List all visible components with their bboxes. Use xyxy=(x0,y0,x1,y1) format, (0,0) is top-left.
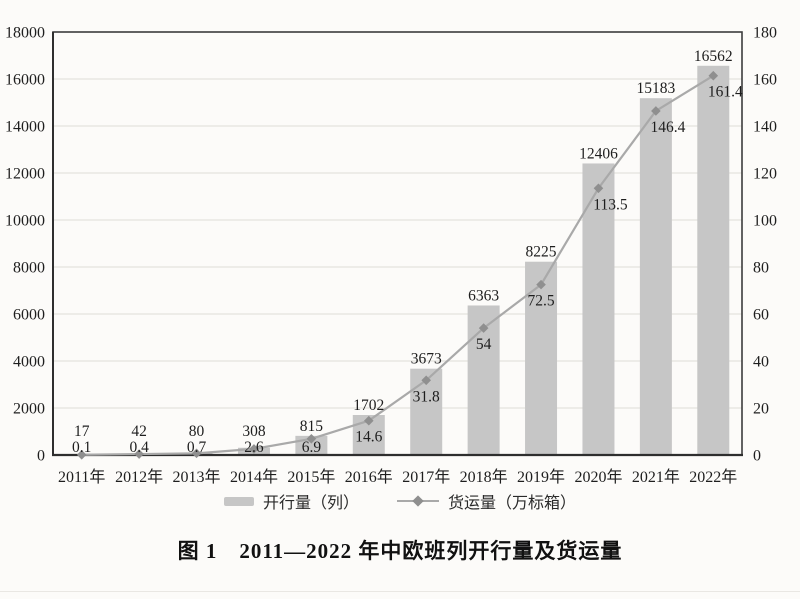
bar-value-label: 815 xyxy=(300,418,324,435)
bar-value-label: 1702 xyxy=(353,397,384,414)
chart-legend: 开行量（列） 货运量（万标箱） xyxy=(0,489,800,513)
right-axis-tick-label: 180 xyxy=(753,25,777,42)
legend-item-bar: 开行量（列） xyxy=(223,489,359,513)
line-series xyxy=(76,70,719,460)
legend-bar-label: 开行量（列） xyxy=(262,495,359,512)
line-value-label: 2.6 xyxy=(244,439,264,456)
left-axis-tick-label: 12000 xyxy=(5,166,45,183)
legend-line-label: 货运量（万标箱） xyxy=(448,495,577,512)
bar-value-label: 16562 xyxy=(694,48,733,65)
bar xyxy=(525,261,558,455)
line-value-label: 113.5 xyxy=(593,196,628,213)
x-axis-category-label: 2014年 xyxy=(230,468,278,486)
x-axis-category-label: 2016年 xyxy=(345,468,393,486)
right-axis-tick-label: 60 xyxy=(753,307,769,324)
x-axis-category-label: 2020年 xyxy=(574,468,622,486)
left-axis-tick-label: 18000 xyxy=(5,25,45,42)
page-bottom-rule xyxy=(0,591,800,592)
figure-title: 2011—2022 年中欧班列开行量及货运量 xyxy=(239,539,623,563)
right-axis-tick-label: 40 xyxy=(753,354,769,371)
figure-number: 图 1 xyxy=(177,539,218,563)
x-axis-category-label: 2022年 xyxy=(689,468,737,486)
line-value-label: 0.7 xyxy=(187,439,207,456)
bar-swatch-icon xyxy=(223,496,254,506)
left-axis-tick-label: 4000 xyxy=(13,354,45,371)
diamond-marker xyxy=(536,279,546,290)
diamond-marker xyxy=(421,375,432,386)
x-axis-category-label: 2013年 xyxy=(173,468,221,486)
x-axis-category-label: 2021年 xyxy=(632,468,680,486)
right-axis-tick-label: 120 xyxy=(753,166,777,183)
line-value-label: 0.1 xyxy=(72,439,91,456)
bar xyxy=(639,98,672,456)
diamond-marker xyxy=(249,444,259,454)
right-axis-tick-label: 100 xyxy=(753,213,777,230)
gridlines xyxy=(53,78,742,409)
x-axis-category-label: 2018年 xyxy=(460,468,508,486)
axis-labels: 0 2000 4000 6000 8000 10000 12000 14000 16000 180… xyxy=(5,25,777,487)
diamond-marker xyxy=(76,449,87,460)
legend-item-line: 货运量（万标箱） xyxy=(397,489,576,513)
bar-value-label: 3673 xyxy=(411,351,442,368)
diamond-marker-icon xyxy=(412,495,424,507)
left-axis-tick-label: 16000 xyxy=(5,72,45,89)
figure-caption: 图 1 2011—2022 年中欧班列开行量及货运量 xyxy=(0,535,800,565)
right-axis-tick-label: 80 xyxy=(753,260,769,277)
line-value-label: 14.6 xyxy=(355,429,382,446)
x-axis-category-label: 2019年 xyxy=(517,468,565,486)
combo-chart: 170.1420.4800.73082.68156.9170214.636733… xyxy=(5,25,777,487)
left-axis-tick-label: 8000 xyxy=(13,260,45,277)
right-axis-tick-label: 0 xyxy=(753,448,761,465)
bar-value-label: 17 xyxy=(74,423,90,440)
line-value-label: 6.9 xyxy=(302,439,322,456)
line-swatch-icon xyxy=(397,495,439,507)
x-axis-category-label: 2017年 xyxy=(402,468,450,486)
bar-value-label: 8225 xyxy=(526,244,557,261)
bar-value-label: 308 xyxy=(242,423,266,440)
diamond-marker xyxy=(134,449,144,459)
bar-series xyxy=(65,65,730,456)
line-value-label: 54 xyxy=(476,336,492,353)
bar-value-label: 12406 xyxy=(579,145,618,162)
left-axis-tick-label: 10000 xyxy=(5,213,45,230)
line-value-label: 31.8 xyxy=(413,388,440,405)
left-axis-tick-label: 2000 xyxy=(13,401,45,418)
right-axis-tick-label: 160 xyxy=(753,72,777,89)
right-axis-tick-label: 20 xyxy=(753,401,769,418)
line-path xyxy=(81,74,714,456)
bar-value-label: 80 xyxy=(189,423,205,440)
line-value-label: 146.4 xyxy=(650,119,685,136)
bar-value-label: 15183 xyxy=(637,80,676,97)
right-axis-tick-label: 140 xyxy=(753,119,777,136)
line-value-label: 0.4 xyxy=(129,439,149,456)
bar-value-label: 6363 xyxy=(468,287,499,304)
left-axis-tick-label: 6000 xyxy=(13,307,45,324)
x-axis-category-label: 2011年 xyxy=(58,468,105,486)
left-axis-tick-label: 14000 xyxy=(5,119,45,136)
bar xyxy=(582,163,615,456)
bar-value-label: 42 xyxy=(131,423,147,440)
diamond-marker xyxy=(593,183,604,194)
line-value-label: 72.5 xyxy=(527,293,554,310)
bar xyxy=(697,65,730,455)
left-axis-tick-label: 0 xyxy=(37,448,45,465)
x-axis-category-label: 2015年 xyxy=(287,468,335,486)
line-value-label: 161.4 xyxy=(708,84,743,101)
x-axis-category-label: 2012年 xyxy=(115,468,163,486)
